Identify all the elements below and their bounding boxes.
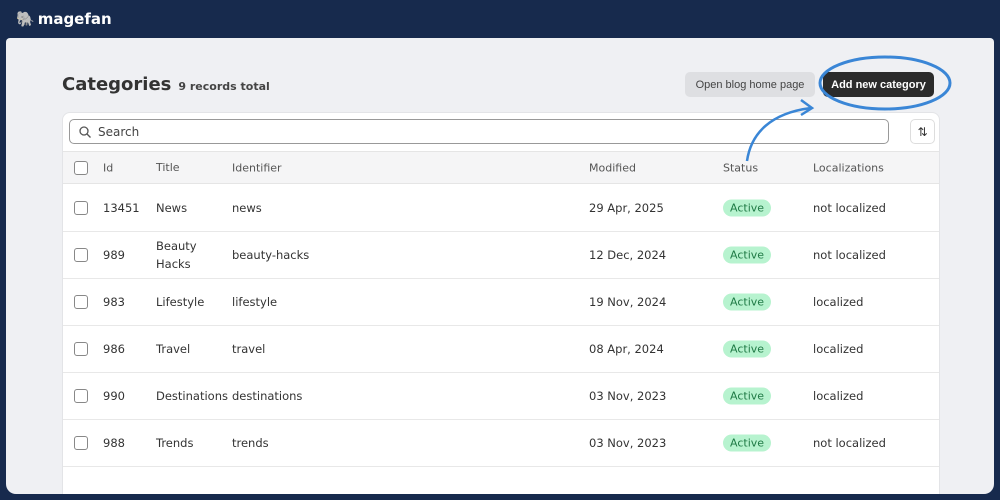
cell-title: Trends [156, 436, 194, 450]
column-identifier[interactable]: Identifier [232, 161, 282, 174]
select-all-checkbox[interactable] [74, 160, 88, 175]
page-title: Categories [62, 74, 172, 95]
row-checkbox[interactable] [74, 248, 88, 262]
categories-grid: Search ⇅ Id Title Identifier Modified St… [62, 112, 940, 494]
table-row[interactable]: 13451 News news 29 Apr, 2025 Active not … [63, 185, 939, 232]
table-row[interactable]: 990 Destinations destinations 03 Nov, 20… [63, 373, 939, 420]
status-badge: Active [723, 199, 772, 217]
highlight-ellipse [818, 55, 952, 111]
cell-modified: 03 Nov, 2023 [589, 436, 667, 450]
search-placeholder: Search [98, 124, 140, 139]
cell-title: Lifestyle [156, 295, 205, 309]
magefan-logo: 🐘 magefan [16, 10, 112, 28]
cell-id: 13451 [103, 201, 140, 215]
cell-localizations: localized [813, 295, 864, 309]
cell-modified: 19 Nov, 2024 [589, 295, 667, 309]
status-badge: Active [723, 340, 772, 358]
table-row[interactable]: 988 Trends trends 03 Nov, 2023 Active no… [63, 420, 939, 467]
cell-localizations: localized [813, 389, 864, 403]
arrow-head [800, 98, 815, 117]
cell-localizations: not localized [813, 436, 886, 450]
status-badge: Active [723, 387, 772, 405]
open-blog-home-button[interactable]: Open blog home page [685, 72, 815, 97]
column-id[interactable]: Id [103, 161, 114, 174]
highlight-annotation [745, 55, 952, 162]
row-checkbox[interactable] [74, 201, 88, 215]
cell-title: Travel [156, 342, 191, 356]
table-row[interactable]: 983 Lifestyle lifestyle 19 Nov, 2024 Act… [63, 279, 939, 326]
cell-title: Beauty Hacks [156, 239, 197, 271]
status-badge: Active [723, 246, 772, 264]
search-icon [79, 125, 91, 138]
cell-identifier: beauty-hacks [232, 248, 310, 262]
cell-modified: 29 Apr, 2025 [589, 201, 664, 215]
sort-button[interactable]: ⇅ [910, 119, 935, 144]
cell-id: 988 [103, 436, 125, 450]
status-badge: Active [723, 293, 772, 311]
cell-modified: 12 Dec, 2024 [589, 248, 667, 262]
cell-identifier: travel [232, 342, 266, 356]
column-modified[interactable]: Modified [589, 161, 636, 174]
page-header: Categories 9 records total [62, 74, 270, 95]
add-new-category-button[interactable]: Add new category [823, 72, 934, 97]
table-row[interactable]: 986 Travel travel 08 Apr, 2024 Active lo… [63, 326, 939, 373]
cell-title: Destinations [156, 389, 228, 403]
cell-id: 990 [103, 389, 125, 403]
row-checkbox[interactable] [74, 342, 88, 356]
pointer-arrow [745, 106, 812, 162]
cell-title: News [156, 201, 188, 215]
cell-localizations: localized [813, 342, 864, 356]
cell-localizations: not localized [813, 201, 886, 215]
table-header: Id Title Identifier Modified Status Loca… [63, 151, 939, 184]
cell-id: 989 [103, 248, 125, 262]
search-input[interactable]: Search [69, 119, 889, 144]
cell-localizations: not localized [813, 248, 886, 262]
brand-name: magefan [37, 10, 112, 28]
cell-identifier: destinations [232, 389, 303, 403]
column-title[interactable]: Title [156, 160, 180, 174]
cell-id: 986 [103, 342, 125, 356]
cell-modified: 08 Apr, 2024 [589, 342, 664, 356]
elephant-icon: 🐘 [16, 10, 35, 28]
cell-id: 983 [103, 295, 125, 309]
row-checkbox[interactable] [74, 436, 88, 450]
cell-identifier: trends [232, 436, 269, 450]
status-badge: Active [723, 434, 772, 452]
column-status[interactable]: Status [723, 161, 759, 174]
main-panel: Categories 9 records total Open blog hom… [6, 38, 994, 494]
records-count: 9 records total [178, 80, 270, 93]
sort-arrows-icon: ⇅ [917, 124, 928, 139]
table-row[interactable]: 989 Beauty Hacks beauty-hacks 12 Dec, 20… [63, 232, 939, 279]
cell-identifier: lifestyle [232, 295, 278, 309]
column-localizations[interactable]: Localizations [813, 161, 884, 174]
cell-modified: 03 Nov, 2023 [589, 389, 667, 403]
cell-identifier: news [232, 201, 262, 215]
row-checkbox[interactable] [74, 389, 88, 403]
row-checkbox[interactable] [74, 295, 88, 309]
